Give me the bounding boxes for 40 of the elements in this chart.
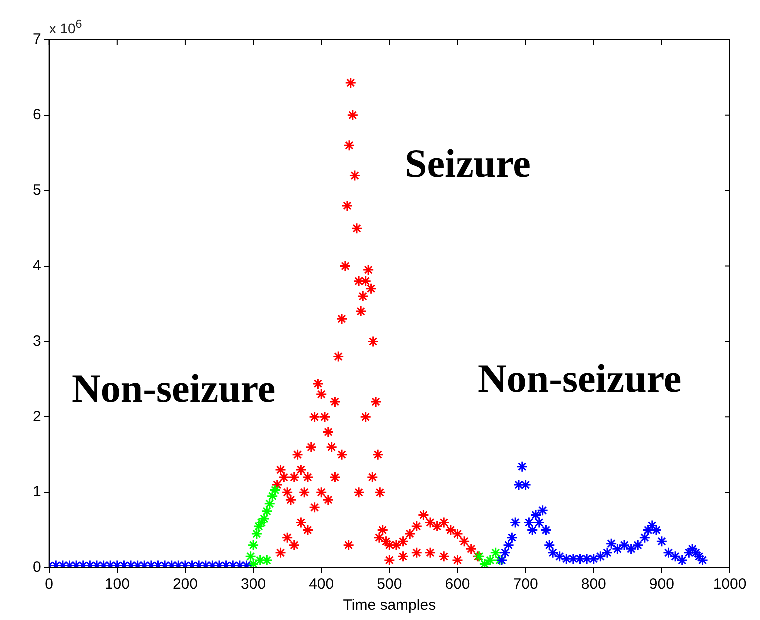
- y-tick-label: 4: [33, 257, 42, 274]
- point: [254, 554, 266, 566]
- point: [484, 554, 496, 566]
- point: [261, 506, 273, 518]
- point: [251, 528, 263, 540]
- x-tick-label: 500: [377, 576, 402, 594]
- x-tick-label: 400: [309, 576, 334, 594]
- x-tick-label: 900: [649, 576, 674, 594]
- point: [261, 554, 273, 566]
- y-tick-label: 5: [33, 182, 42, 199]
- point: [253, 520, 265, 532]
- point: [490, 547, 502, 559]
- x-tick-label: 800: [581, 576, 606, 594]
- y-tick-label: 6: [33, 106, 42, 124]
- x-axis-title: Time samples: [343, 597, 436, 614]
- point: [245, 550, 257, 562]
- x-tick-label: 300: [241, 576, 266, 594]
- point: [479, 558, 491, 568]
- x-tick-label: 0: [45, 576, 54, 594]
- y-tick-label: 3: [33, 332, 42, 350]
- x-tick-label: 1000: [713, 576, 747, 594]
- annotation: Non-seizure: [72, 365, 276, 412]
- x-tick-label: 600: [445, 576, 470, 594]
- point: [270, 484, 282, 496]
- point: [256, 516, 268, 528]
- point: [248, 558, 260, 568]
- annotation: Seizure: [405, 140, 531, 187]
- annotation: Non-seizure: [478, 355, 682, 402]
- x-tick-label: 100: [104, 576, 130, 594]
- y-tick-label: 0: [33, 559, 42, 576]
- x-tick-label: 200: [172, 576, 198, 594]
- y-tick-label: 2: [33, 408, 42, 426]
- y-tick-label: 1: [33, 484, 42, 501]
- point: [264, 498, 276, 510]
- text: x 10$^{6}$: [49, 18, 82, 37]
- point: [248, 540, 260, 552]
- x-tick-label: 700: [513, 576, 538, 594]
- y-tick-label: 7: [33, 31, 42, 48]
- point: [258, 513, 270, 525]
- point: [266, 490, 278, 502]
